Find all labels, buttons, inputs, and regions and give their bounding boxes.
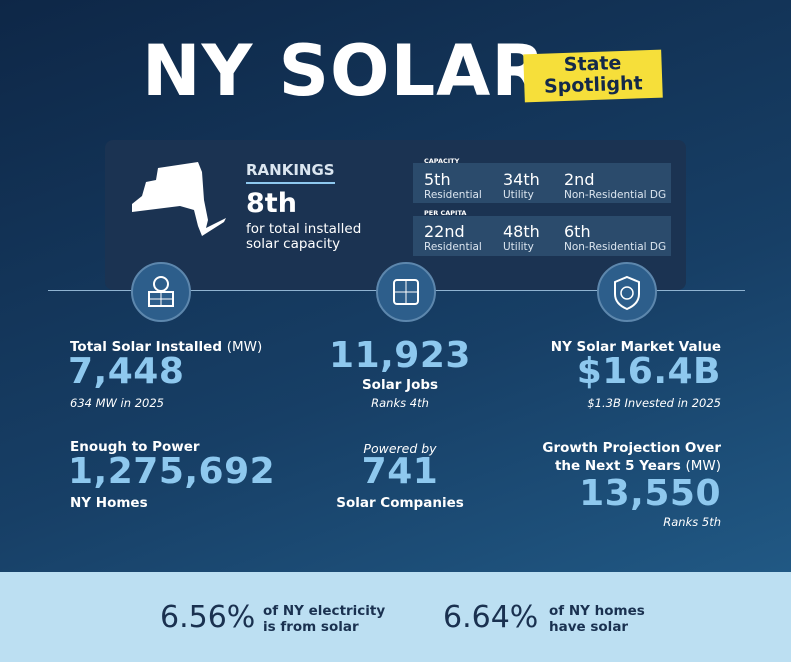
title: NY SOLAR bbox=[142, 30, 547, 112]
rank-panel bbox=[413, 163, 671, 203]
rank-category: Utility bbox=[503, 189, 534, 201]
market-icon bbox=[597, 262, 657, 322]
rank-value: 34th bbox=[503, 170, 540, 189]
rank: 8th bbox=[246, 188, 297, 219]
stat-label: Total Solar Installed (MW) bbox=[70, 339, 262, 355]
stat-label: Growth Projection Over the Next 5 Years … bbox=[531, 439, 721, 475]
rank-value: 5th bbox=[424, 170, 451, 189]
rank-description: for total installed solar capacity bbox=[246, 221, 362, 252]
jobs-icon bbox=[376, 262, 436, 322]
stat-label-text: Growth Projection Over the Next 5 Years bbox=[542, 440, 721, 474]
ny-map bbox=[132, 162, 226, 236]
rank-value: 2nd bbox=[564, 170, 595, 189]
stat-label: Solar Companies bbox=[336, 495, 464, 511]
stat-note: NY Homes bbox=[70, 495, 148, 511]
stat-value: $16.4B bbox=[576, 351, 721, 392]
stat-value: 7,448 bbox=[68, 351, 185, 392]
stat-label: Solar Jobs bbox=[361, 377, 439, 393]
rank-category: Residential bbox=[424, 189, 482, 201]
rank-category: Non-Residential DG bbox=[564, 241, 667, 253]
stat-label: Enough to Power bbox=[70, 439, 200, 455]
group-label: PER CAPITA bbox=[424, 209, 467, 217]
footer-value: 6.64% bbox=[443, 600, 539, 635]
rank-value: 48th bbox=[503, 222, 540, 241]
stat-label: NY Solar Market Value bbox=[550, 339, 721, 355]
stat-value: 11,923 bbox=[329, 335, 471, 376]
stat-note: $1.3B Invested in 2025 bbox=[587, 396, 721, 410]
footer-value: 6.56% bbox=[160, 600, 256, 635]
rank-value: 6th bbox=[564, 222, 591, 241]
stat-value: 1,275,692 bbox=[68, 451, 276, 492]
stat-note: 634 MW in 2025 bbox=[70, 396, 164, 410]
stat-unit: (MW) bbox=[685, 458, 721, 474]
solar-icon bbox=[131, 262, 191, 322]
group-label: CAPACITY bbox=[424, 157, 460, 165]
rank-category: Non-Residential DG bbox=[564, 189, 667, 201]
stat-label-text: Total Solar Installed bbox=[70, 339, 222, 355]
rankings-heading: RANKINGS bbox=[246, 161, 335, 184]
footer-band bbox=[0, 572, 791, 662]
badge: State Spotlight bbox=[523, 49, 663, 103]
stat-value: 741 bbox=[361, 451, 439, 492]
stat-unit: (MW) bbox=[226, 339, 263, 355]
footer-text: of NY homes have solar bbox=[549, 603, 645, 635]
stat-intro: Powered by bbox=[363, 441, 437, 456]
rank-category: Residential bbox=[424, 241, 482, 253]
rank-value: 22nd bbox=[424, 222, 465, 241]
badge-line: Spotlight bbox=[543, 72, 643, 98]
footer-text: of NY electricity is from solar bbox=[263, 603, 386, 635]
rank-category: Utility bbox=[503, 241, 534, 253]
rank-panel bbox=[413, 216, 671, 256]
stat-value: 13,550 bbox=[579, 473, 721, 514]
stat-note: Ranks 5th bbox=[663, 515, 721, 529]
stat-note: Ranks 4th bbox=[371, 396, 429, 410]
